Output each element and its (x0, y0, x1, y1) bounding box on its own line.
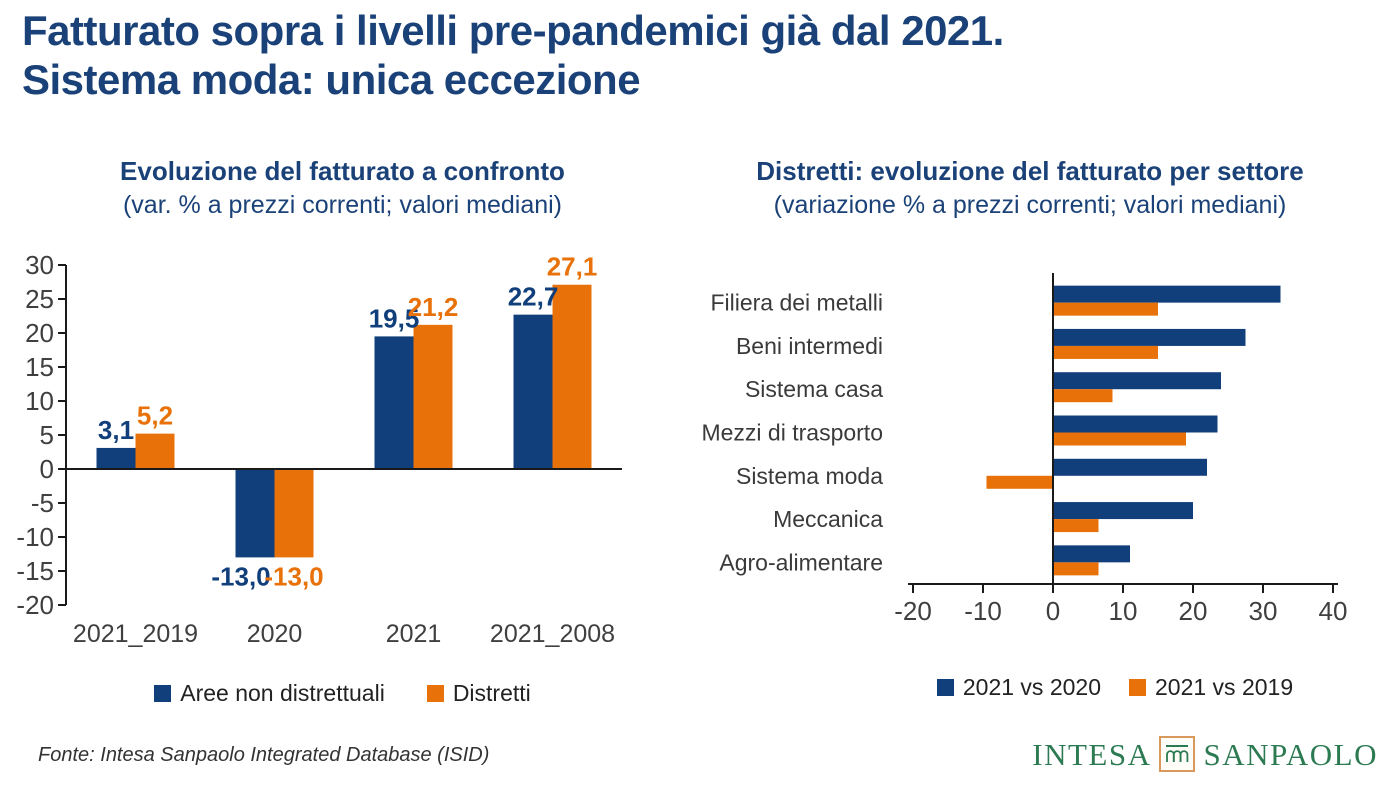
orange-swatch-icon (426, 685, 444, 702)
y-tick-label: 25 (25, 284, 54, 314)
bar-value-label: 22,7 (508, 282, 559, 312)
x-tick-label: 10 (1109, 596, 1138, 626)
bar (1053, 328, 1246, 346)
page-title-line1: Fatturato sopra i livelli pre-pandemici … (22, 7, 1004, 54)
navy-swatch-icon (154, 685, 172, 702)
bar (1053, 545, 1130, 563)
y-tick-label: 10 (25, 386, 54, 416)
navy-swatch-icon (936, 679, 954, 696)
source-note: Fonte: Intesa Sanpaolo Integrated Databa… (38, 744, 490, 766)
orange-swatch-icon (1129, 679, 1146, 696)
right-chart-subtitle: (variazione % a prezzi correnti; valori … (773, 191, 1287, 219)
x-tick-label: 30 (1249, 596, 1278, 626)
aqueduct-logo-icon (1159, 736, 1196, 772)
logo-word-intesa: INTESA (1032, 736, 1152, 772)
bar (1053, 285, 1281, 303)
bar (1053, 519, 1099, 533)
x-tick-label: 20 (1179, 596, 1208, 626)
legend-item: 2021 vs 2020 (936, 674, 1101, 701)
y-category-label: Sistema casa (745, 376, 883, 402)
left-chart-title: Evoluzione del fatturato a confronto (120, 156, 565, 186)
bar (1053, 372, 1221, 390)
bar (374, 336, 414, 469)
x-category-label: 2021 (386, 620, 442, 648)
logo-word-sanpaolo: SANPAOLO (1203, 736, 1378, 772)
legend-label: Distretti (452, 680, 531, 706)
bar (1053, 502, 1193, 520)
bar (235, 469, 275, 558)
legend-label: Aree non distrettuali (180, 680, 385, 706)
legend-item: Aree non distrettuali (154, 680, 385, 707)
right-chart-header: Distretti: evoluzione del fatturato per … (680, 156, 1380, 220)
bar-value-label: 27,1 (547, 252, 598, 282)
y-tick-label: 20 (25, 318, 54, 348)
intesa-sanpaolo-logo: INTESA SANPAOLO (1032, 736, 1378, 772)
y-tick-label: 30 (25, 250, 54, 280)
x-category-label: 2021_2008 (490, 620, 615, 648)
x-tick-label: -10 (964, 596, 1002, 626)
horizontal-bar-chart: Filiera dei metalli Beni intermedi Sistema… (701, 273, 1348, 626)
left-chart-subtitle: (var. % a prezzi correnti; valori median… (122, 191, 563, 219)
left-chart-legend: Aree non distrettuali Distretti (20, 680, 665, 707)
bar (1053, 432, 1186, 446)
bar (413, 324, 453, 469)
bar (274, 469, 314, 558)
y-tick-label: -20 (16, 590, 54, 620)
grouped-bar-chart: 30 25 20 15 10 5 0 -5 -10 -15 -20 3,1 -13,0 19,5 22,7 5… (16, 250, 622, 648)
x-tick-label: 0 (1046, 596, 1060, 626)
y-category-label: Sistema moda (736, 463, 883, 489)
x-category-label: 2021_2019 (73, 620, 198, 648)
page-title-line2: Sistema moda: unica eccezione (22, 56, 641, 104)
right-chart-legend: 2021 vs 2020 2021 vs 2019 (880, 674, 1350, 701)
bar-value-label: 3,1 (98, 415, 134, 445)
y-tick-label: -5 (31, 488, 54, 518)
legend-item: 2021 vs 2019 (1129, 674, 1293, 701)
y-category-label: Beni intermedi (736, 333, 883, 359)
bar (513, 314, 553, 469)
bar-value-label: 19,5 (369, 303, 420, 333)
x-tick-label: 40 (1319, 596, 1348, 626)
bar (552, 284, 592, 469)
bar (1053, 562, 1099, 576)
y-tick-label: 15 (25, 352, 54, 382)
bar (1053, 415, 1218, 433)
x-tick-label: -20 (894, 596, 932, 626)
bar-value-label: 5,2 (137, 401, 173, 431)
y-category-label: Agro-alimentare (719, 549, 883, 575)
y-tick-label: -10 (16, 522, 54, 552)
y-tick-label: 0 (40, 454, 54, 484)
bar (1053, 389, 1113, 403)
bar (986, 475, 1053, 489)
y-tick-label: -15 (16, 556, 54, 586)
legend-label: 2021 vs 2020 (962, 674, 1101, 700)
legend-label: 2021 vs 2019 (1155, 674, 1294, 700)
bar-value-label: -13,0 (211, 561, 270, 591)
left-chart-header: Evoluzione del fatturato a confronto (va… (20, 156, 665, 220)
y-tick-label: 5 (40, 420, 54, 450)
page-title: Fatturato sopra i livelli pre-pandemici … (22, 6, 1262, 104)
bar-value-label: 21,2 (408, 292, 459, 322)
bar (96, 447, 136, 469)
y-category-label: Mezzi di trasporto (701, 420, 883, 446)
bar (1053, 302, 1158, 316)
y-category-label: Filiera dei metalli (710, 290, 883, 316)
y-category-label: Meccanica (773, 506, 883, 532)
bar (135, 433, 175, 469)
bar (1053, 345, 1158, 359)
legend-item: Distretti (426, 680, 531, 707)
bar-value-label: -13,0 (264, 561, 323, 591)
x-category-label: 2020 (247, 620, 303, 648)
bar (1053, 458, 1207, 476)
right-chart-title: Distretti: evoluzione del fatturato per … (756, 156, 1304, 186)
